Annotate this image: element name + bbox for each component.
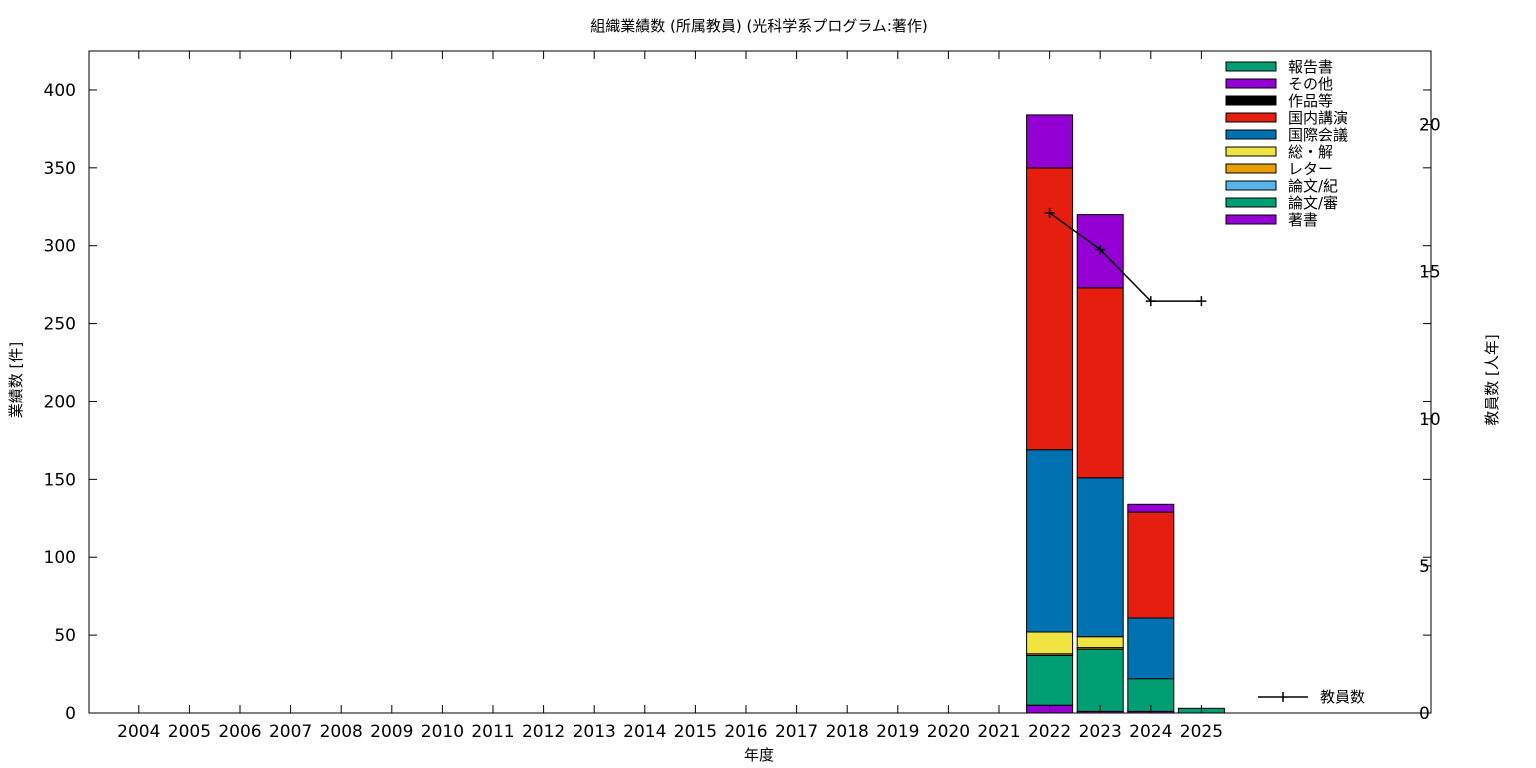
x-tick-label: 2015 [674,722,717,742]
x-tick-label: 2023 [1079,722,1122,742]
line-series [1049,212,1202,302]
x-tick-label: 2005 [168,722,211,742]
x-tick-label: 2007 [269,722,312,742]
x-tick-label: 2014 [623,722,666,742]
x-tick-label: 2025 [1180,722,1223,742]
bar-segment [1127,511,1175,619]
x-tick-label: 2006 [218,722,261,742]
y-tick-label: 200 [44,392,76,412]
legend-swatch [1225,197,1277,208]
legend-swatch [1225,163,1277,174]
plot-area [1026,114,1225,714]
y2-axis-label: 教員数 [人年] [1483,334,1501,425]
chart-title: 組織業績数 (所属教員) (光科学系プログラム:著作) [590,17,928,35]
x-tick-label: 2010 [421,722,464,742]
x-tick-label: 2012 [522,722,565,742]
legend-label: レター [1288,160,1333,178]
x-tick-label: 2013 [573,722,616,742]
y2-tick-label: 20 [1419,116,1441,136]
legend-label: 教員数 [1320,688,1365,706]
y-tick-label: 250 [44,315,76,335]
legend-label: その他 [1288,75,1333,93]
line-point [1044,207,1055,218]
bar-segment [1127,617,1175,680]
x-tick-label: 2011 [471,722,514,742]
y-axis-label: 業績数 [件] [7,342,25,418]
x-tick-label: 2009 [370,722,413,742]
line-point [1196,296,1207,307]
y-tick-label: 350 [44,159,76,179]
legend-label: 総・解 [1288,143,1333,161]
legend-swatch [1225,78,1277,89]
y-tick-label: 100 [44,548,76,568]
x-tick-label: 2017 [775,722,818,742]
bar-segment [1076,287,1124,479]
bar-segment [1026,654,1074,706]
legend-label: 国内講演 [1288,109,1348,127]
bar-segment [1076,636,1124,649]
x-tick-label: 2004 [117,722,160,742]
legend-label: 国際会議 [1288,126,1348,144]
legend-swatch [1225,95,1277,106]
legend-label: 論文/紀 [1288,177,1338,195]
x-tick-label: 2018 [826,722,869,742]
legend-label: 報告書 [1288,58,1333,76]
x-tick-label: 2022 [1028,722,1071,742]
legend-label: 著書 [1288,211,1318,229]
legend-label: 作品等 [1288,92,1333,110]
y-tick-label: 50 [54,626,76,646]
line-point [1095,244,1106,255]
plot-frame [88,50,1432,714]
x-tick-label: 2008 [320,722,363,742]
y-tick-label: 150 [44,470,76,490]
y-tick-label: 300 [44,237,76,257]
x-tick-label: 2016 [724,722,767,742]
bar-segment [1026,449,1074,633]
legend-swatch [1225,61,1277,72]
legend-label: 論文/審 [1288,194,1338,212]
legend-swatch [1225,112,1277,123]
bar-segment [1076,648,1124,712]
x-tick-label: 2021 [977,722,1020,742]
bar-segment [1076,477,1124,638]
bar-segment [1026,631,1074,655]
y2-tick-label: 5 [1419,557,1430,577]
x-tick-label: 2019 [876,722,919,742]
y-tick-label: 400 [44,81,76,101]
x-tick-label: 2024 [1129,722,1172,742]
x-axis-label: 年度 [744,746,774,764]
legend-swatch [1225,214,1277,225]
line-point [1145,296,1156,307]
y2-tick-label: 10 [1419,410,1441,430]
bar-segment [1026,114,1074,169]
y2-tick-label: 0 [1419,704,1430,724]
x-tick-label: 2020 [927,722,970,742]
y-tick-label: 0 [65,704,76,724]
axes: 0 50 100 150 200 250 300 350 400 0 5 10 15 20 2004 2005… [44,50,1441,742]
legend-swatch [1225,146,1277,157]
legend-swatch [1225,129,1277,140]
bar-segment [1127,503,1175,513]
legend-swatch [1225,180,1277,191]
y2-tick-label: 15 [1419,263,1441,283]
